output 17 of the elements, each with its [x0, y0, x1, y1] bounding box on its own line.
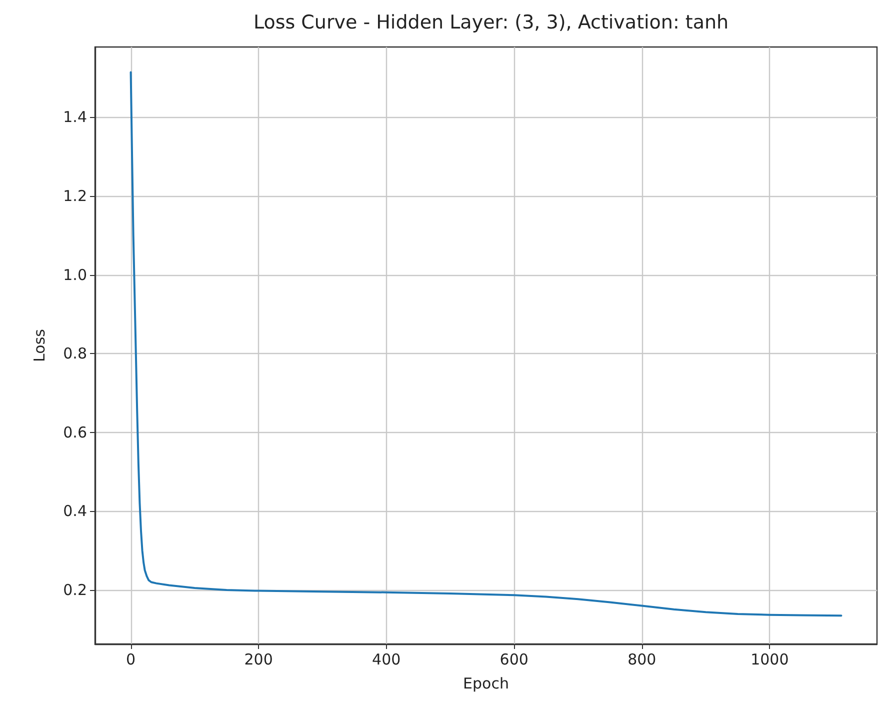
- y-tick-label: 1.4: [63, 108, 87, 126]
- y-tick-label: 0.4: [63, 502, 87, 520]
- x-tick-label: 0: [126, 650, 136, 668]
- chart-title: Loss Curve - Hidden Layer: (3, 3), Activation: tanh: [253, 12, 729, 34]
- x-tick-label: 200: [244, 650, 273, 668]
- line-series: [130, 71, 842, 617]
- y-axis-title: Loss: [30, 328, 48, 362]
- x-tick-label: 600: [500, 650, 528, 668]
- x-axis-title: Epoch: [463, 674, 509, 692]
- y-tick-label: 0.8: [63, 344, 87, 363]
- y-tick-label: 0.2: [63, 581, 87, 600]
- x-tick-label: 800: [628, 650, 656, 668]
- y-tick-label: 1.2: [63, 186, 87, 205]
- y-tick-label: 0.6: [63, 423, 87, 442]
- x-tick-label: 400: [372, 650, 401, 668]
- y-tick-label: 1.0: [63, 266, 87, 284]
- x-tick-label: 1000: [750, 650, 789, 668]
